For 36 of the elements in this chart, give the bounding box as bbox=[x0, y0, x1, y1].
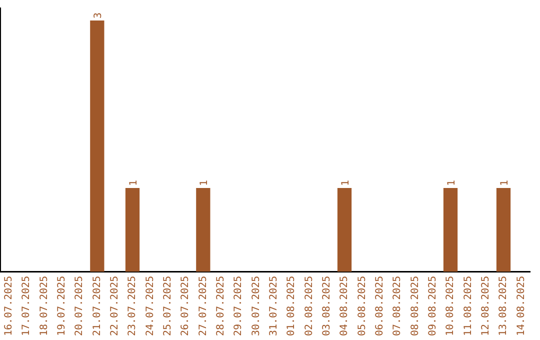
x-tick-label: 23.07.2025 bbox=[127, 276, 138, 336]
data-label: 1 bbox=[199, 180, 210, 186]
x-tick-label: 14.08.2025 bbox=[516, 276, 527, 336]
x-tick-label: 11.08.2025 bbox=[462, 276, 474, 336]
x-tick-label: 13.08.2025 bbox=[498, 276, 510, 336]
x-tick-label: 01.08.2025 bbox=[286, 276, 298, 336]
x-tick-label: 06.08.2025 bbox=[374, 276, 386, 336]
x-tick-label: 19.07.2025 bbox=[56, 276, 68, 336]
x-tick-label: 02.08.2025 bbox=[304, 276, 315, 336]
x-tick-label: 27.07.2025 bbox=[198, 276, 209, 336]
x-tick-label: 12.08.2025 bbox=[480, 276, 492, 336]
x-tick-label: 10.08.2025 bbox=[445, 276, 456, 336]
x-tick-label: 30.07.2025 bbox=[250, 276, 262, 336]
x-tick-label: 17.07.2025 bbox=[21, 276, 32, 336]
x-tick-label: 05.08.2025 bbox=[356, 276, 368, 336]
x-tick-label: 26.07.2025 bbox=[180, 276, 192, 336]
x-tick-label: 24.07.2025 bbox=[144, 276, 156, 336]
x-tick-label: 07.08.2025 bbox=[392, 276, 404, 336]
x-tick-label: 25.07.2025 bbox=[162, 276, 174, 336]
data-label: 1 bbox=[128, 180, 140, 186]
x-tick-label: 03.08.2025 bbox=[321, 276, 332, 336]
x-tick-label: 28.07.2025 bbox=[215, 276, 226, 336]
x-tick-label: 08.08.2025 bbox=[410, 276, 421, 336]
x-tick-label: 09.08.2025 bbox=[427, 276, 438, 336]
data-label: 1 bbox=[500, 180, 510, 186]
x-tick-label: 21.07.2025 bbox=[92, 276, 103, 336]
data-label: 1 bbox=[446, 180, 458, 186]
x-tick-label: 18.07.2025 bbox=[38, 276, 50, 336]
x-tick-label: 31.07.2025 bbox=[268, 276, 280, 336]
x-tick-label: 22.07.2025 bbox=[109, 276, 120, 336]
x-tick-label: 16.07.2025 bbox=[3, 276, 14, 336]
x-tick-label: 04.08.2025 bbox=[339, 276, 350, 336]
x-tick-label: 29.07.2025 bbox=[233, 276, 244, 336]
x-tick-label: 20.07.2025 bbox=[74, 276, 86, 336]
data-label: 1 bbox=[340, 180, 352, 186]
data-label: 3 bbox=[93, 12, 104, 19]
